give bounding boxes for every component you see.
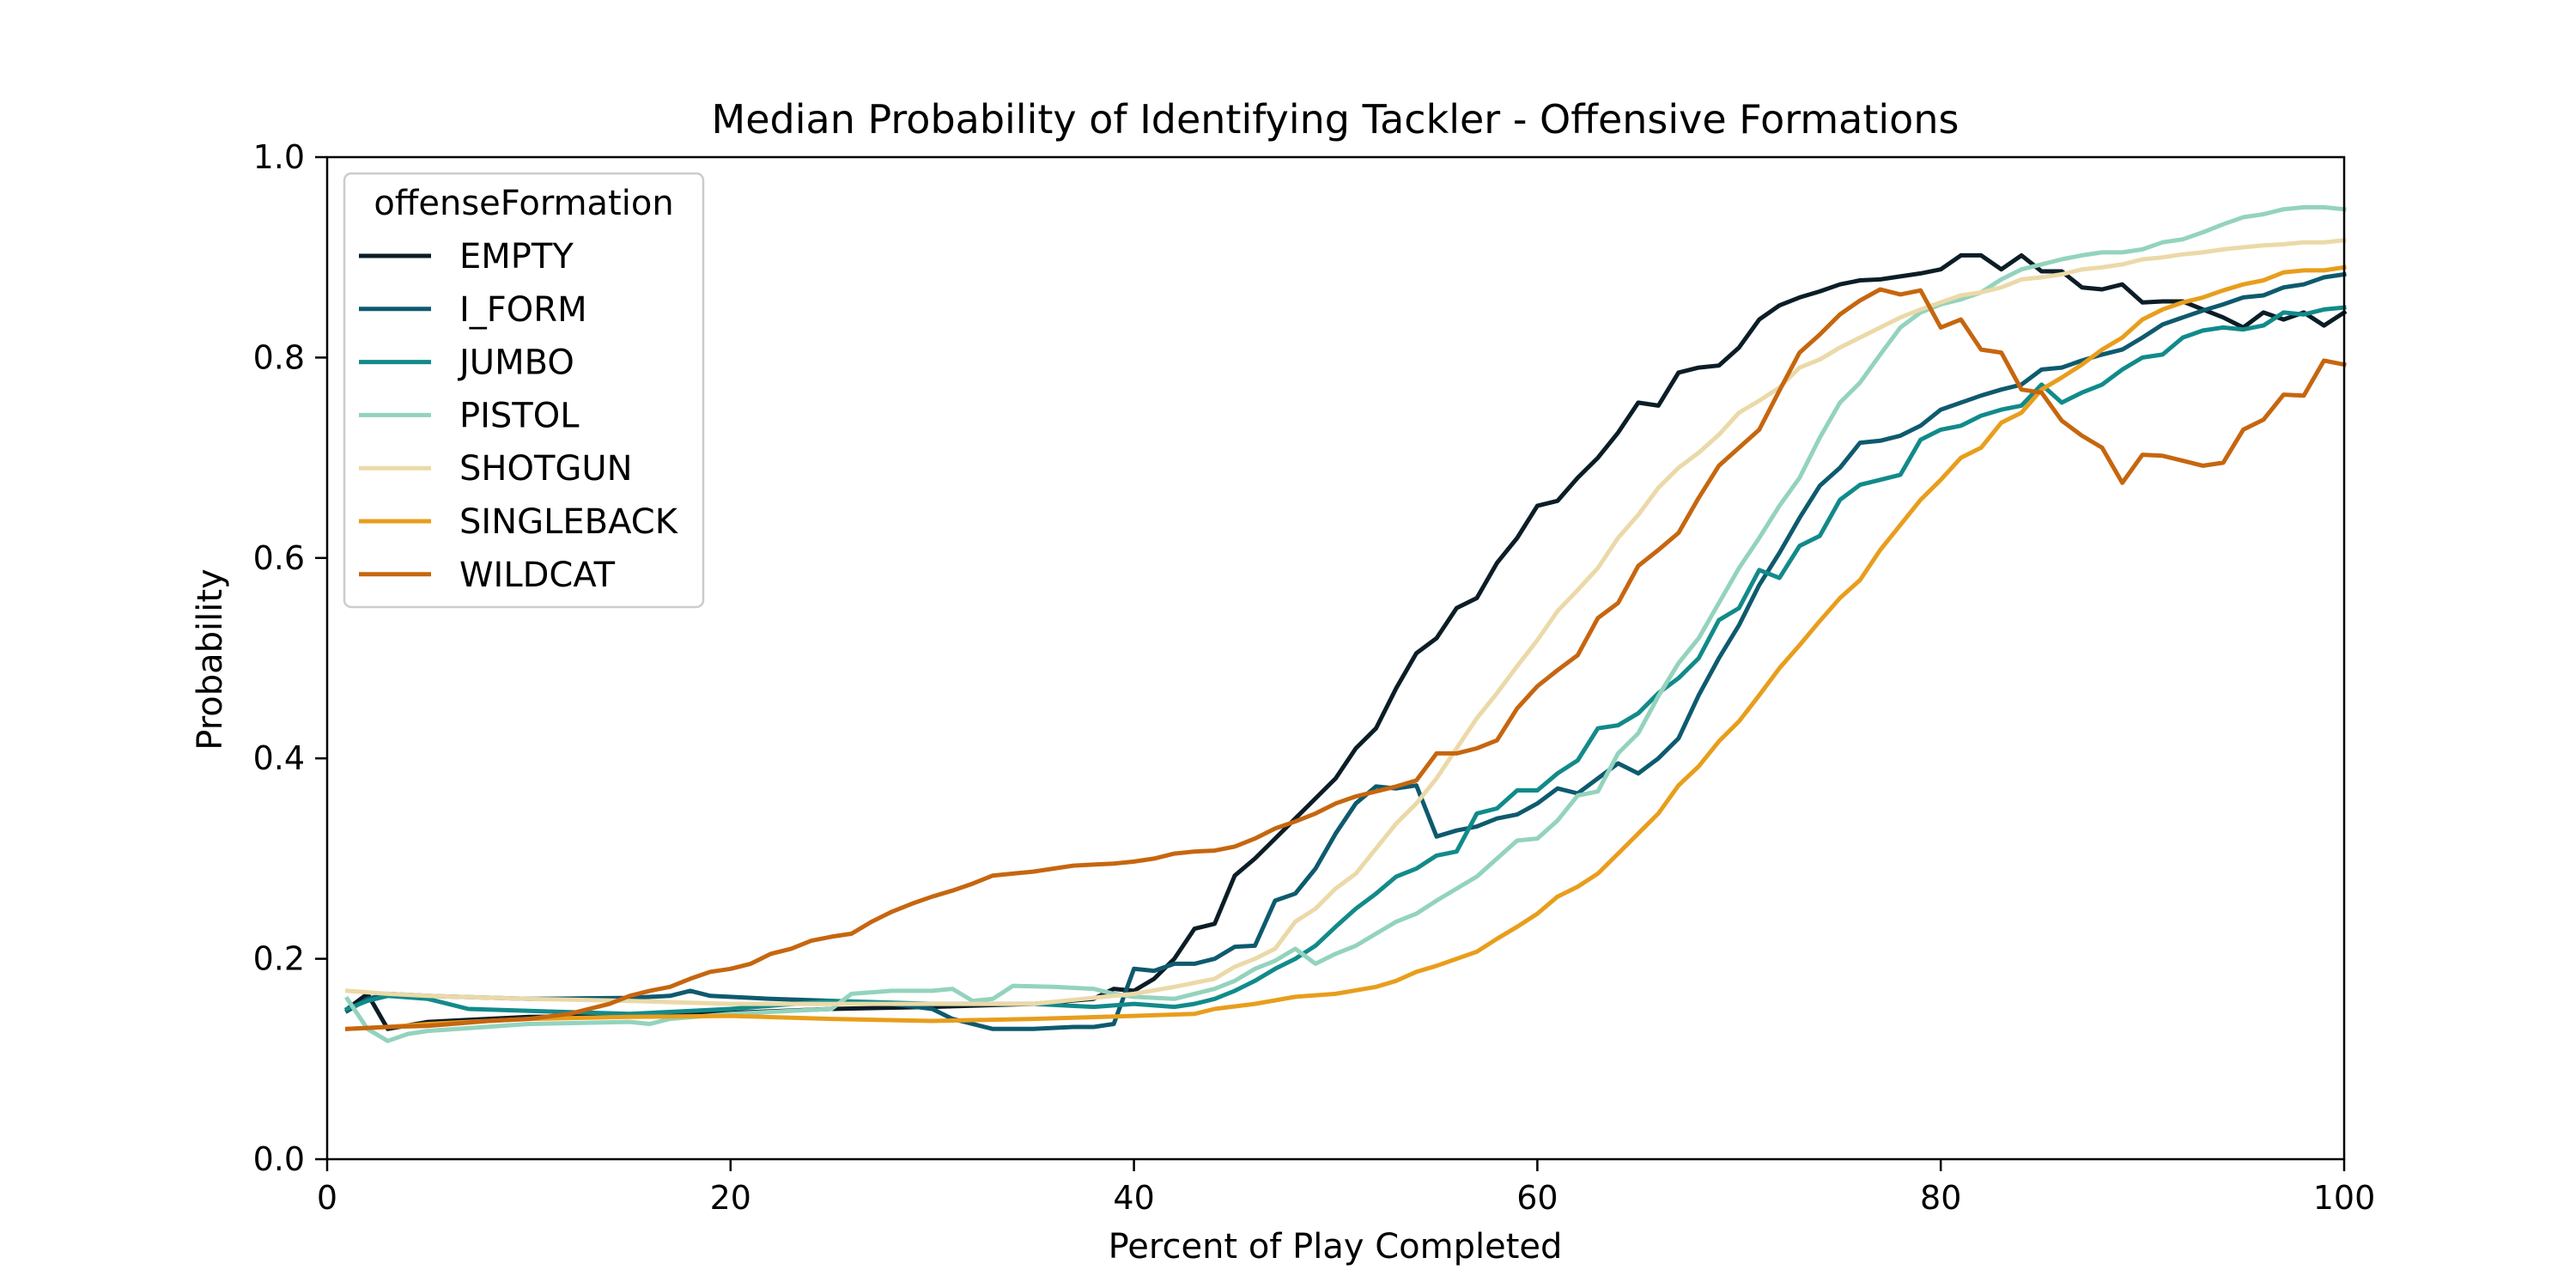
y-tick-label: 1.0	[253, 138, 305, 176]
x-tick-label: 40	[1113, 1179, 1154, 1217]
series-line-jumbo	[344, 305, 2347, 1017]
x-tick-label: 0	[317, 1179, 337, 1217]
series-line-shotgun	[344, 238, 2347, 1006]
y-axis-label: Probability	[191, 568, 230, 750]
legend-label-shotgun: SHOTGUN	[459, 449, 633, 489]
legend-box	[343, 172, 705, 609]
series-line-singleback	[344, 264, 2347, 1031]
y-tick-label: 0.6	[253, 539, 305, 577]
legend-label-wildcat: WILDCAT	[459, 556, 616, 595]
x-axis: 0 20 40 60 80 100	[317, 1159, 2375, 1217]
series-line-empty	[344, 252, 2348, 1031]
legend: offenseFormation EMPTY I_FORM JUMBO PISTOL S…	[343, 172, 705, 609]
legend-entries: EMPTY I_FORM JUMBO PISTOL SHOTGUN SINGLEBACK W…	[359, 237, 679, 595]
y-tick-label: 0.0	[253, 1140, 305, 1178]
chart-title: Median Probability of Identifying Tackle…	[712, 96, 1959, 143]
legend-label-empty: EMPTY	[459, 237, 574, 276]
y-axis: 0.0 0.2 0.4 0.6 0.8 1.0	[253, 138, 327, 1178]
legend-label-jumbo: JUMBO	[457, 343, 574, 383]
y-tick-label: 0.4	[253, 739, 305, 777]
x-tick-label: 80	[1920, 1179, 1961, 1217]
x-tick-label: 60	[1516, 1179, 1558, 1217]
series-layer	[344, 204, 2348, 1043]
legend-label-singleback: SINGLEBACK	[459, 502, 679, 542]
series-line-wildcat	[344, 287, 2347, 1031]
x-axis-label: Percent of Play Completed	[1109, 1227, 1563, 1267]
y-tick-label: 0.8	[253, 338, 305, 376]
series-line-pistol	[344, 204, 2347, 1043]
legend-title: offenseFormation	[374, 184, 673, 223]
x-tick-label: 20	[710, 1179, 751, 1217]
x-tick-label: 100	[2313, 1179, 2376, 1217]
legend-label-pistol: PISTOL	[459, 396, 580, 435]
plot-area-frame	[325, 155, 2346, 1161]
y-tick-label: 0.2	[253, 940, 305, 978]
legend-label-i-form: I_FORM	[459, 290, 587, 330]
